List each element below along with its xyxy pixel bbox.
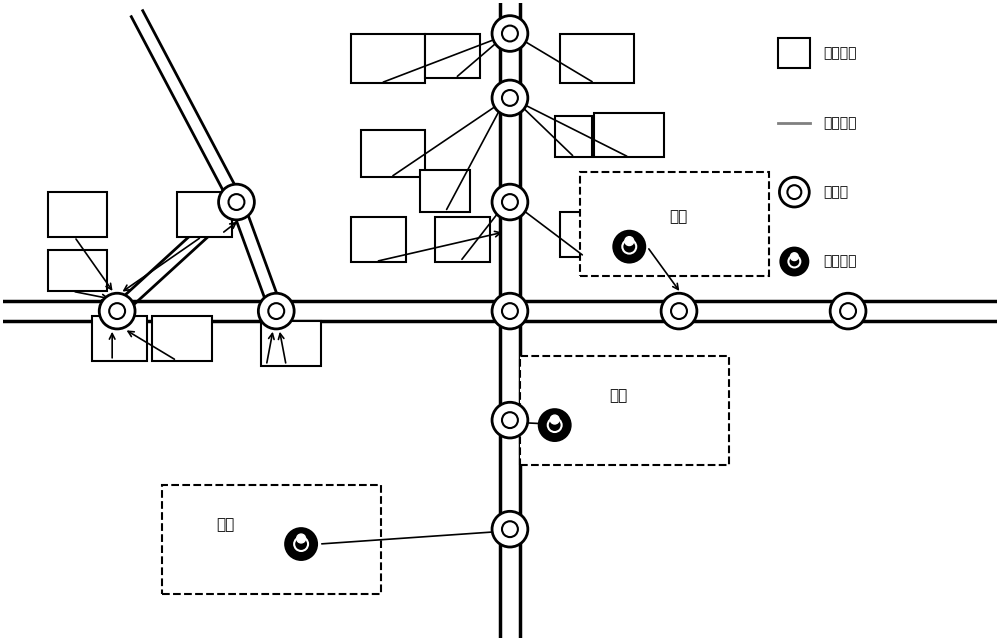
Circle shape xyxy=(548,418,562,432)
Circle shape xyxy=(613,231,645,263)
Bar xyxy=(361,129,425,178)
Bar xyxy=(177,192,232,237)
Circle shape xyxy=(790,253,798,260)
Circle shape xyxy=(492,403,528,438)
Circle shape xyxy=(622,240,636,254)
Text: 学校: 学校 xyxy=(609,388,628,403)
Circle shape xyxy=(492,80,528,116)
Circle shape xyxy=(787,185,801,199)
Text: 工厂: 工厂 xyxy=(217,517,235,532)
Circle shape xyxy=(840,303,856,319)
Text: 医院: 医院 xyxy=(669,210,687,224)
Circle shape xyxy=(502,90,518,106)
Circle shape xyxy=(99,293,135,329)
Bar xyxy=(351,217,406,262)
Circle shape xyxy=(219,184,254,220)
Text: 智能水表: 智能水表 xyxy=(823,254,857,269)
Circle shape xyxy=(779,178,809,207)
Circle shape xyxy=(788,256,800,267)
Bar xyxy=(162,485,381,594)
Circle shape xyxy=(109,303,125,319)
Bar xyxy=(560,212,609,256)
Circle shape xyxy=(492,512,528,547)
Circle shape xyxy=(830,293,866,329)
Circle shape xyxy=(268,303,284,319)
Circle shape xyxy=(502,194,518,210)
Circle shape xyxy=(502,26,518,42)
Bar xyxy=(435,217,490,262)
Bar xyxy=(261,321,321,365)
Circle shape xyxy=(285,528,317,560)
Circle shape xyxy=(539,409,571,441)
Circle shape xyxy=(671,303,687,319)
Circle shape xyxy=(229,194,244,210)
Bar xyxy=(420,171,470,212)
Text: 检查井: 检查井 xyxy=(823,185,848,199)
Circle shape xyxy=(492,15,528,51)
Bar xyxy=(778,38,810,68)
Circle shape xyxy=(661,293,697,329)
Circle shape xyxy=(780,247,808,276)
Bar xyxy=(48,192,107,237)
Circle shape xyxy=(502,412,518,428)
Bar xyxy=(520,356,729,465)
Bar xyxy=(48,249,107,291)
Bar xyxy=(555,116,592,158)
Circle shape xyxy=(550,415,559,424)
Circle shape xyxy=(294,537,308,551)
Circle shape xyxy=(502,303,518,319)
Circle shape xyxy=(502,521,518,537)
Bar xyxy=(580,172,769,276)
Text: 住宅建筑: 住宅建筑 xyxy=(823,46,857,60)
Circle shape xyxy=(297,534,306,543)
Bar xyxy=(560,33,634,83)
Circle shape xyxy=(625,237,634,246)
Text: 污水管道: 污水管道 xyxy=(823,116,857,129)
Circle shape xyxy=(258,293,294,329)
Bar xyxy=(152,316,212,361)
Circle shape xyxy=(492,293,528,329)
Bar xyxy=(425,33,480,78)
Bar xyxy=(594,113,664,158)
Bar xyxy=(92,316,147,361)
Circle shape xyxy=(492,184,528,220)
Bar xyxy=(351,33,425,83)
